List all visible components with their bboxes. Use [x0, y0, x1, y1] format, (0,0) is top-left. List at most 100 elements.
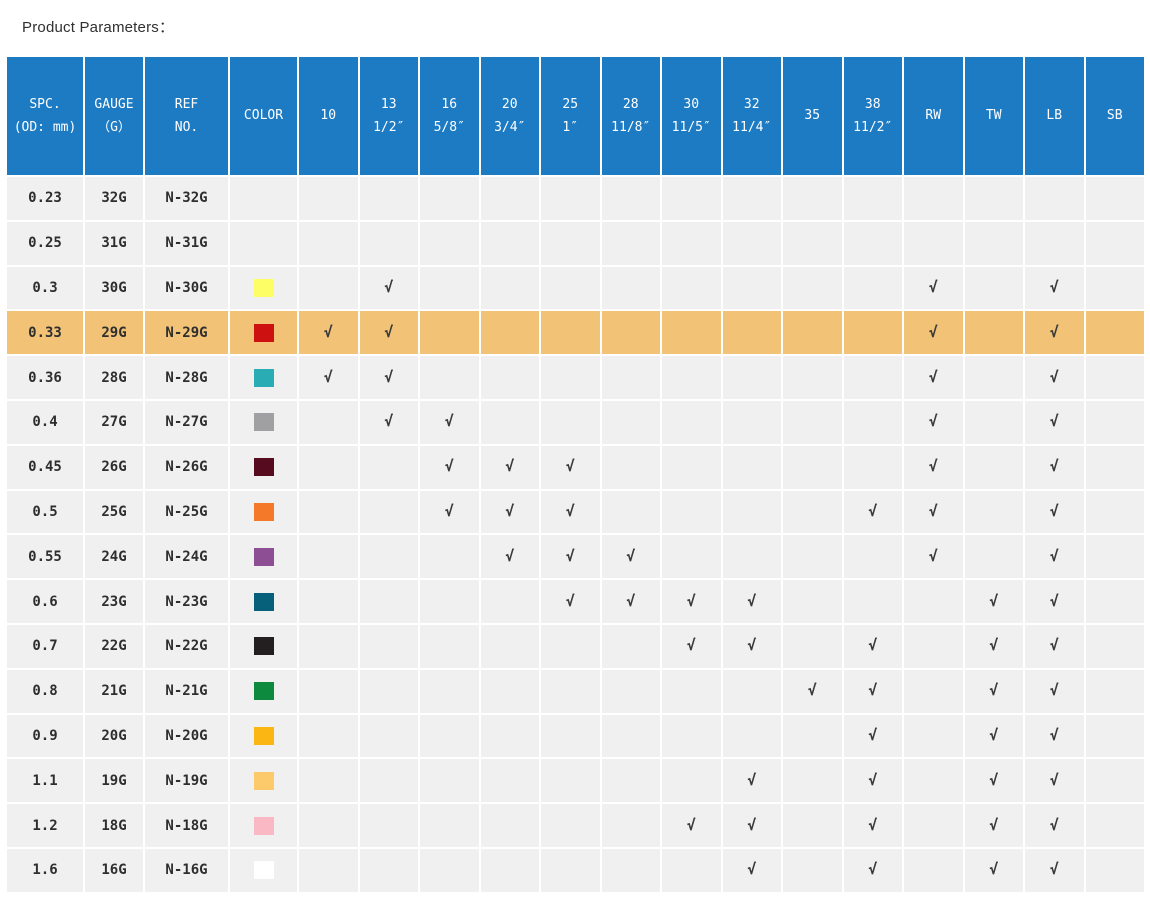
- size-cell-10: √: [299, 356, 358, 399]
- check-mark-icon: √: [444, 501, 454, 520]
- size-cell-10: [299, 848, 358, 892]
- size-cell-35: [783, 311, 842, 355]
- size-cell-25: √: [541, 580, 600, 623]
- size-cell-32: √: [722, 804, 781, 847]
- page-title: Product Parameters：: [22, 19, 175, 36]
- size-cell-13: [359, 490, 418, 534]
- table-row-22g: 0.7 22G N-22G √ √ √ √ √: [7, 624, 1144, 668]
- size-cell-10: [299, 400, 358, 444]
- size-cell-sb: [1085, 759, 1144, 803]
- color-cell: [230, 848, 297, 892]
- size-cell-28: √: [601, 580, 660, 623]
- size-cell-16: [420, 356, 479, 399]
- size-cell-13: [359, 848, 418, 892]
- table-row-23g: 0.6 23G N-23G √ √ √ √ √ √: [7, 580, 1144, 623]
- size-cell-sb: [1085, 490, 1144, 534]
- header-cell-16: 16 5/8″: [420, 57, 479, 175]
- header-line1: 20: [501, 96, 518, 112]
- size-cell-tw: √: [964, 624, 1023, 668]
- header-line1: 16: [441, 96, 458, 112]
- size-cell-28: √: [601, 535, 660, 579]
- check-mark-icon: √: [384, 322, 394, 341]
- check-mark-icon: √: [1049, 322, 1059, 341]
- gauge-cell: 22G: [85, 624, 143, 668]
- gauge-cell: 31G: [85, 221, 143, 265]
- size-cell-20: √: [480, 535, 539, 579]
- table-row-28g: 0.36 28G N-28G √ √ √ √: [7, 356, 1144, 399]
- size-cell-32: [722, 490, 781, 534]
- size-cell-25: [541, 221, 600, 265]
- check-mark-icon: √: [505, 501, 515, 520]
- color-swatch: [253, 637, 274, 656]
- header-line2: 11/4″: [732, 120, 772, 135]
- header-line1: 10: [320, 108, 337, 124]
- header-cell-color: COLOR: [230, 57, 297, 175]
- size-cell-10: [299, 221, 358, 265]
- size-cell-16: √: [420, 445, 479, 489]
- size-cell-rw: √: [904, 400, 963, 444]
- size-cell-rw: [904, 714, 963, 758]
- check-mark-icon: √: [868, 681, 878, 700]
- size-cell-38: [843, 177, 902, 220]
- size-cell-13: [359, 804, 418, 847]
- size-cell-28: [601, 714, 660, 758]
- size-cell-30: √: [662, 580, 721, 623]
- size-cell-32: [722, 714, 781, 758]
- size-cell-38: [843, 221, 902, 265]
- size-cell-25: [541, 714, 600, 758]
- size-cell-25: [541, 759, 600, 803]
- ref-cell: N-32G: [145, 177, 228, 220]
- check-mark-icon: √: [384, 412, 394, 431]
- ref-cell: N-26G: [145, 445, 228, 489]
- check-mark-icon: √: [868, 860, 878, 879]
- size-cell-lb: √: [1025, 580, 1084, 623]
- check-mark-icon: √: [928, 322, 938, 341]
- color-cell: [230, 624, 297, 668]
- size-cell-lb: √: [1025, 714, 1084, 758]
- spc-cell: 0.45: [7, 445, 83, 489]
- ref-cell: N-22G: [145, 624, 228, 668]
- table-row-30g: 0.3 30G N-30G √ √ √: [7, 266, 1144, 310]
- size-cell-tw: √: [964, 848, 1023, 892]
- size-cell-lb: √: [1025, 669, 1084, 713]
- size-cell-35: [783, 759, 842, 803]
- size-cell-32: [722, 400, 781, 444]
- size-cell-20: √: [480, 490, 539, 534]
- size-cell-10: [299, 714, 358, 758]
- size-cell-35: [783, 400, 842, 444]
- header-cell-35: 35: [783, 57, 842, 175]
- check-mark-icon: √: [989, 860, 999, 879]
- size-cell-20: [480, 804, 539, 847]
- size-cell-10: √: [299, 311, 358, 355]
- size-cell-20: [480, 759, 539, 803]
- size-cell-10: [299, 624, 358, 668]
- size-cell-32: [722, 445, 781, 489]
- size-cell-tw: √: [964, 804, 1023, 847]
- header-cell-lb: LB: [1025, 57, 1084, 175]
- check-mark-icon: √: [989, 770, 999, 789]
- header-line1: SPC.: [29, 96, 61, 112]
- header-cell-gauge: GAUGE （G）: [85, 57, 143, 175]
- size-cell-32: [722, 669, 781, 713]
- check-mark-icon: √: [565, 591, 575, 610]
- check-mark-icon: √: [928, 546, 938, 565]
- check-mark-icon: √: [1049, 277, 1059, 296]
- size-cell-20: [480, 714, 539, 758]
- check-mark-icon: √: [928, 412, 938, 431]
- color-cell: [230, 669, 297, 713]
- size-cell-10: [299, 445, 358, 489]
- size-cell-20: [480, 669, 539, 713]
- size-cell-20: √: [480, 445, 539, 489]
- header-cell-10: 10: [299, 57, 358, 175]
- size-cell-sb: [1085, 848, 1144, 892]
- check-mark-icon: √: [565, 501, 575, 520]
- check-mark-icon: √: [505, 457, 515, 476]
- header-line1: TW: [985, 108, 1002, 124]
- size-cell-25: √: [541, 445, 600, 489]
- size-cell-35: [783, 804, 842, 847]
- size-cell-lb: √: [1025, 804, 1084, 847]
- gauge-cell: 26G: [85, 445, 143, 489]
- table-row-16g: 1.6 16G N-16G √ √ √ √: [7, 848, 1144, 892]
- size-cell-13: [359, 580, 418, 623]
- table-row-29g: 0.33 29G N-29G √ √ √ √: [7, 311, 1144, 355]
